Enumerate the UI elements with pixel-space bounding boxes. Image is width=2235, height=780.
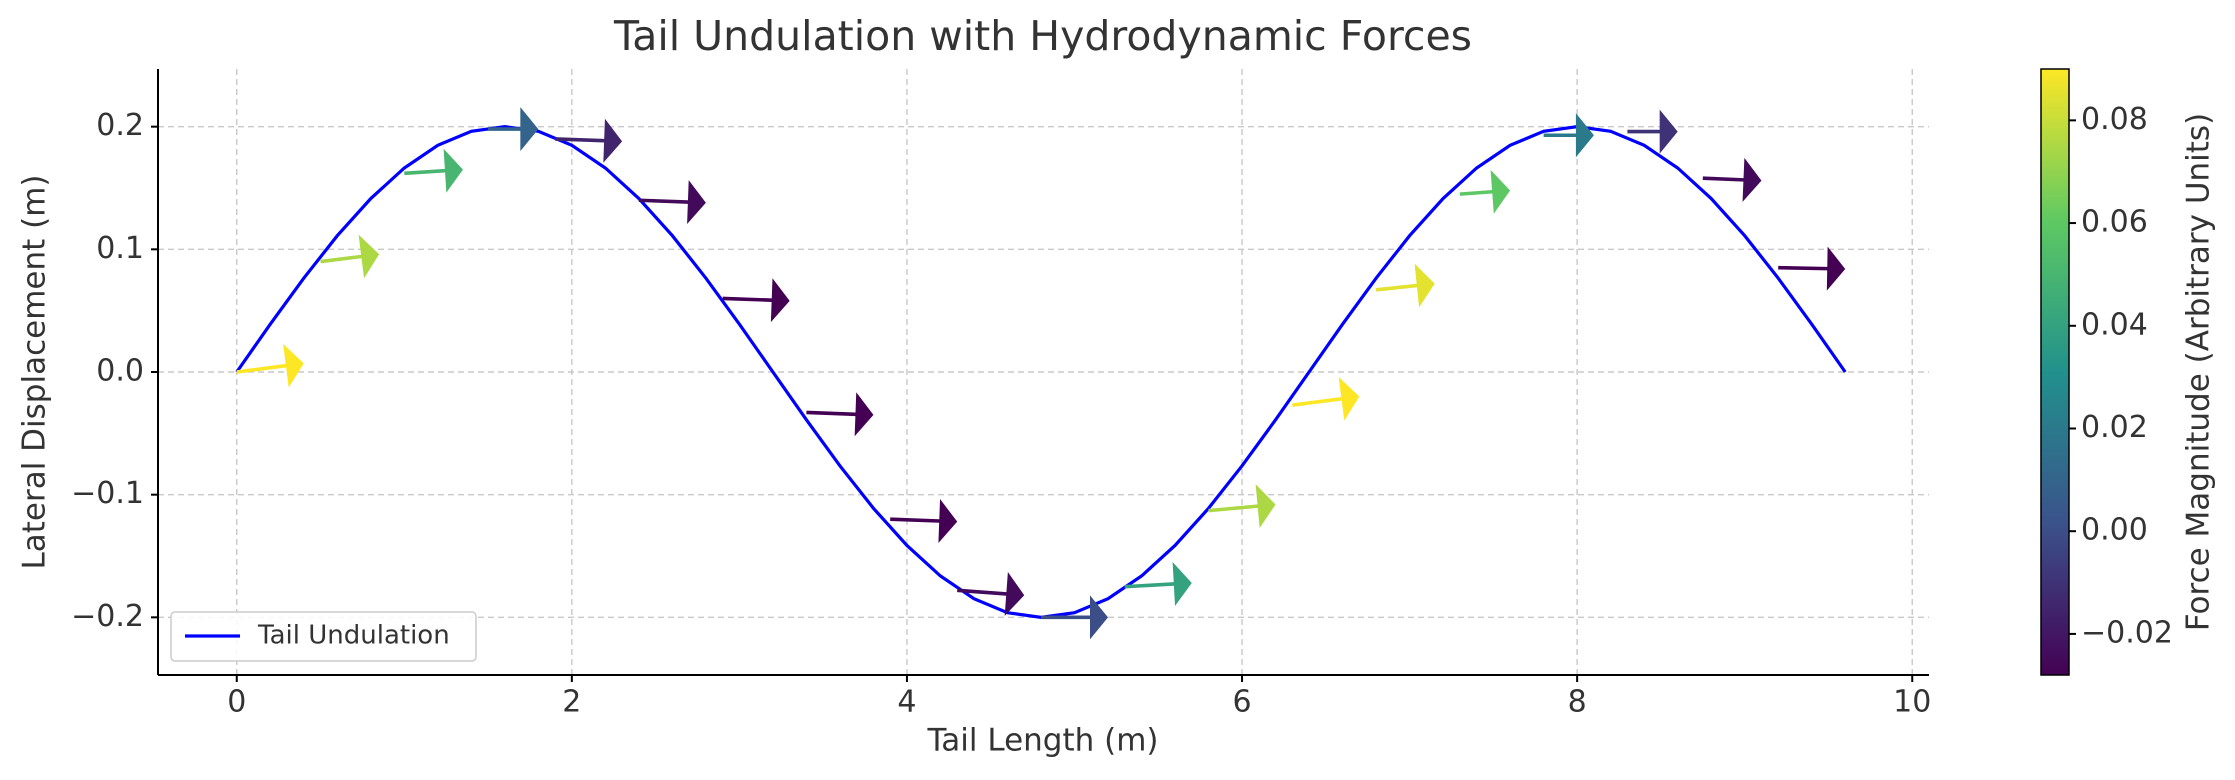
force-arrow bbox=[890, 499, 958, 543]
chart-title: Tail Undulation with Hydrodynamic Forces bbox=[613, 12, 1472, 60]
force-arrow bbox=[236, 343, 304, 388]
legend-box bbox=[170, 611, 477, 662]
x-tick-label: 8 bbox=[1568, 685, 1587, 720]
colorbar-tick-label: 0.04 bbox=[2081, 307, 2148, 342]
force-arrow bbox=[320, 234, 380, 279]
force-arrow bbox=[1292, 377, 1360, 421]
x-tick-label: 10 bbox=[1893, 685, 1931, 720]
y-tick-label: 0.2 bbox=[96, 108, 144, 143]
y-axis-label: Lateral Displacement (m) bbox=[17, 174, 53, 569]
y-tick-label: −0.1 bbox=[71, 476, 144, 511]
y-tick-label: 0.0 bbox=[96, 354, 144, 389]
force-arrow bbox=[1627, 109, 1678, 154]
force-arrow bbox=[1124, 562, 1192, 606]
y-tick-label: −0.2 bbox=[71, 599, 144, 634]
force-arrow bbox=[1040, 595, 1109, 640]
force-arrow bbox=[488, 107, 539, 152]
y-tick-label: 0.1 bbox=[96, 231, 144, 266]
force-arrow bbox=[957, 572, 1025, 616]
x-axis-label: Tail Length (m) bbox=[926, 723, 1158, 759]
force-arrow bbox=[638, 180, 706, 225]
colorbar-tick-label: 0.08 bbox=[2081, 102, 2148, 137]
legend-label: Tail Undulation bbox=[257, 621, 450, 651]
force-arrow bbox=[1208, 484, 1276, 529]
colorbar bbox=[2040, 68, 2070, 676]
x-tick-label: 4 bbox=[897, 685, 916, 720]
colorbar-tick-label: 0.02 bbox=[2081, 410, 2148, 445]
x-tick-label: 2 bbox=[562, 685, 581, 720]
colorbar-tick-label: −0.02 bbox=[2081, 615, 2173, 650]
x-tick-label: 0 bbox=[227, 685, 246, 720]
force-arrow bbox=[1543, 113, 1594, 158]
force-arrow bbox=[1778, 246, 1846, 291]
force-arrow bbox=[1702, 157, 1762, 202]
colorbar-label: Force Magnitude (Arbitrary Units) bbox=[2181, 113, 2217, 631]
force-arrow bbox=[555, 118, 623, 163]
x-tick-label: 6 bbox=[1232, 685, 1251, 720]
colorbar-tick-label: 0.00 bbox=[2081, 513, 2148, 548]
force-arrow bbox=[806, 392, 874, 437]
force-arrow bbox=[1375, 263, 1435, 308]
force-arrow bbox=[404, 148, 463, 193]
force-arrow bbox=[1459, 169, 1511, 214]
colorbar-tick-label: 0.06 bbox=[2081, 205, 2148, 240]
force-arrow bbox=[722, 278, 790, 323]
